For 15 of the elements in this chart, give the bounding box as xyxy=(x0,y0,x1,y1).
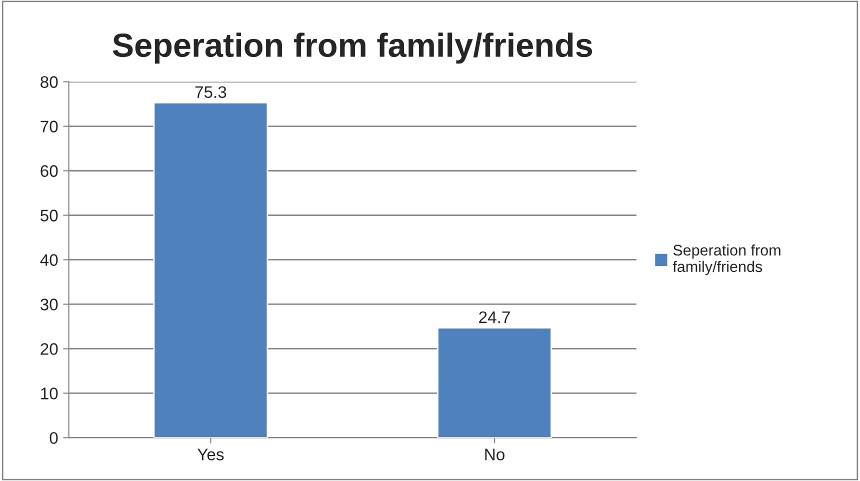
data-label: 24.7 xyxy=(479,311,510,323)
x-tick-label: Yes xyxy=(197,448,224,460)
y-tick-label: 80 xyxy=(40,76,58,88)
y-tick-label: 60 xyxy=(40,165,58,177)
legend-label: Seperation from family/friends xyxy=(672,244,780,276)
data-label: 75.3 xyxy=(195,86,226,98)
chart-title: Seperation from family/friends xyxy=(112,32,592,64)
y-tick-label: 30 xyxy=(40,298,58,310)
x-tick-label: No xyxy=(485,448,504,460)
y-tick-label: 70 xyxy=(40,120,58,132)
y-tick-label: 10 xyxy=(41,388,58,400)
y-tick-label: 50 xyxy=(40,210,58,222)
y-tick-label: 20 xyxy=(40,343,58,355)
y-tick-label: 40 xyxy=(40,254,58,266)
y-tick-label: 0 xyxy=(50,432,58,444)
